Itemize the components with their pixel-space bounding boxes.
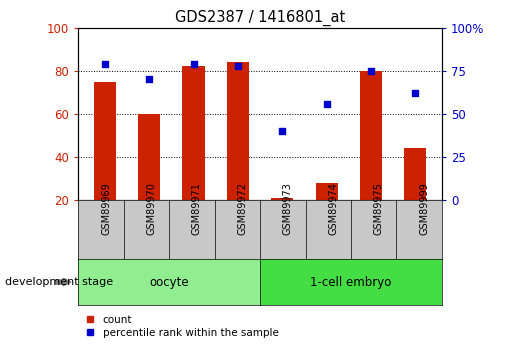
Point	[278, 128, 286, 134]
Point	[367, 68, 375, 73]
Bar	[227, 62, 249, 200]
Bar	[138, 114, 160, 200]
Text: GSM89999: GSM89999	[419, 183, 429, 235]
Text: oocyte: oocyte	[149, 276, 189, 288]
Text: GSM89970: GSM89970	[146, 183, 157, 235]
Text: GSM89969: GSM89969	[101, 183, 111, 235]
Point	[411, 90, 419, 96]
Text: GSM89972: GSM89972	[237, 183, 247, 235]
Text: GSM89975: GSM89975	[374, 183, 384, 235]
Legend: count, percentile rank within the sample: count, percentile rank within the sample	[86, 315, 279, 338]
Point	[234, 63, 242, 68]
Bar	[94, 81, 116, 200]
Title: GDS2387 / 1416801_at: GDS2387 / 1416801_at	[175, 10, 345, 26]
Text: GSM89971: GSM89971	[192, 183, 202, 235]
Text: GSM89973: GSM89973	[283, 183, 293, 235]
Text: GSM89974: GSM89974	[328, 183, 338, 235]
Bar	[404, 148, 426, 200]
Point	[145, 77, 153, 82]
Point	[189, 61, 197, 67]
Text: development stage: development stage	[5, 277, 113, 287]
Bar	[316, 183, 338, 200]
Bar	[182, 66, 205, 200]
Point	[101, 61, 109, 67]
Point	[323, 101, 331, 106]
Bar	[271, 198, 293, 200]
Bar	[360, 71, 382, 200]
Text: 1-cell embryo: 1-cell embryo	[310, 276, 392, 288]
